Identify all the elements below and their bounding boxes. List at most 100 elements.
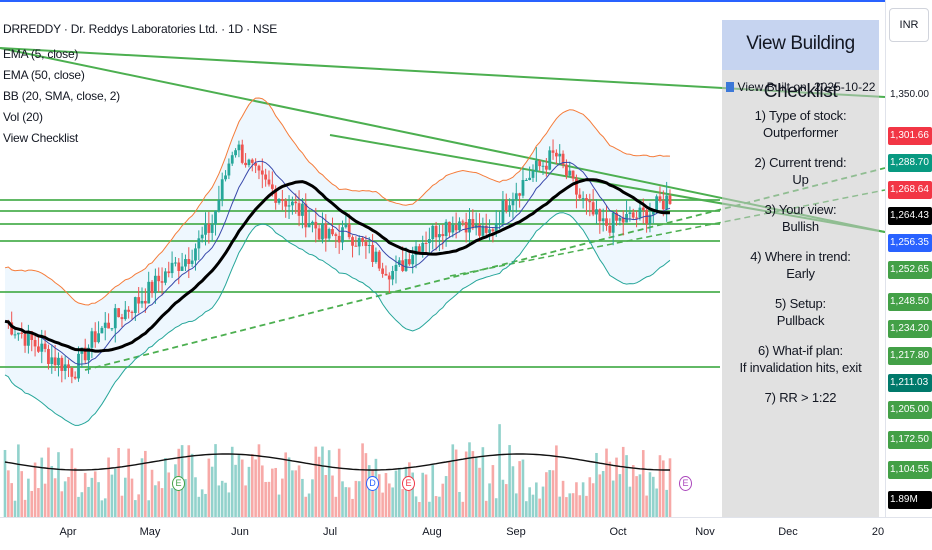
volume-bar [568,493,572,517]
built-on-row: View Built on: 2025-10-22 [722,80,879,94]
candle-body [164,271,167,283]
candle-body [354,245,358,247]
volume-bar [237,454,241,517]
chart-area[interactable] [0,0,885,517]
price-axis[interactable] [885,0,932,517]
candle-body [247,159,251,166]
volume-bar [478,467,481,517]
candle-body [575,178,578,195]
volume-bar [40,457,44,517]
candle-body [625,213,628,223]
volume-bar [618,474,622,517]
price-chart[interactable] [0,0,885,517]
candle-body [367,244,371,246]
volume-bar [525,501,528,517]
candle-body [77,353,80,379]
volume-bar [257,444,261,517]
volume-bar [124,477,127,517]
volume-bar [167,472,171,517]
candle-body [207,223,211,233]
volume-bar [50,466,54,517]
volume-bar [207,458,211,517]
item-question: 7) RR > 1:22 [764,390,837,405]
event-marker[interactable]: E [679,476,692,491]
candle-body [37,346,40,352]
price-label: 1,256.35 [888,234,932,252]
candle-body [107,322,110,329]
candle-body [87,347,90,361]
candle-body [200,234,204,239]
volume-bar [498,424,501,517]
view-checklist-panel: View Building Checklist View Built on: 2… [722,20,879,517]
candle-body [461,221,465,223]
volume-bar [63,481,67,517]
volume-bar [571,493,575,517]
candle-body [531,171,535,178]
candle-body [635,217,638,219]
indicator-ema50[interactable]: EMA (50, close) [3,68,85,82]
candle-body [544,165,548,170]
candle-body [20,332,24,334]
volume-bar [662,460,665,517]
price-label: 1,350.00 [890,89,929,100]
bb-upper-line [4,97,671,306]
indicator-checklist[interactable]: View Checklist [3,131,79,145]
volume-bar [130,478,134,517]
candle-body [484,225,488,233]
volume-bar [575,482,578,517]
volume-bar [391,487,394,517]
candle-body [30,331,34,340]
candle-body [478,224,481,236]
price-label: 1,248.50 [888,293,932,311]
candle-body [508,205,511,211]
event-marker[interactable]: D [366,476,379,491]
volume-bar [140,458,144,517]
time-label: Dec [778,526,798,538]
ema50-line [4,178,671,353]
candle-body [357,238,361,247]
candle-body [26,331,30,346]
candle-body [331,229,334,235]
volume-bar [334,496,338,517]
candle-body [501,199,505,224]
volume-bar [120,495,124,517]
volume-bar [471,451,475,517]
volume-bar [170,488,174,517]
volume-bar [648,472,652,517]
volume-bar [481,447,485,517]
checklist-item: 4) Where in trend: Early [722,248,879,282]
volume-bar [267,481,271,517]
candle-body [554,152,558,157]
volume-bar [621,446,625,517]
volume-bar [371,469,374,517]
volume-bar [451,444,455,517]
candle-body [297,203,301,216]
volume-bar [277,494,281,517]
volume-bar [217,485,221,517]
candle-body [534,160,538,172]
volume-bar [197,496,201,517]
event-marker[interactable]: E [402,476,415,491]
bb-basis-line [4,160,671,365]
candle-body [53,357,57,366]
candle-body [123,309,127,320]
candle-body [438,234,441,238]
indicator-ema5[interactable]: EMA (5, close) [3,47,79,61]
indicator-vol[interactable]: Vol (20) [3,110,43,124]
volume-bar [528,487,531,517]
time-axis[interactable]: Apr May Jun Jul Aug Sep Oct Nov Dec 20 [0,517,932,550]
event-marker[interactable]: E [172,476,185,491]
currency-button[interactable]: INR [889,8,929,42]
volume-bar [494,498,498,517]
price-label: 1.89M [888,491,932,509]
candle-body [521,180,525,196]
built-label: View Built on: [737,80,811,94]
symbol-title[interactable]: DRREDDY · Dr. Reddys Laboratories Ltd. ·… [3,22,278,36]
indicator-bb[interactable]: BB (20, SMA, close, 2) [3,89,120,103]
candle-body [601,218,605,222]
candle-body [267,179,271,185]
volume-bar [635,476,638,517]
candle-body [227,163,231,176]
candle-body [411,255,415,265]
volume-bar [157,481,161,517]
